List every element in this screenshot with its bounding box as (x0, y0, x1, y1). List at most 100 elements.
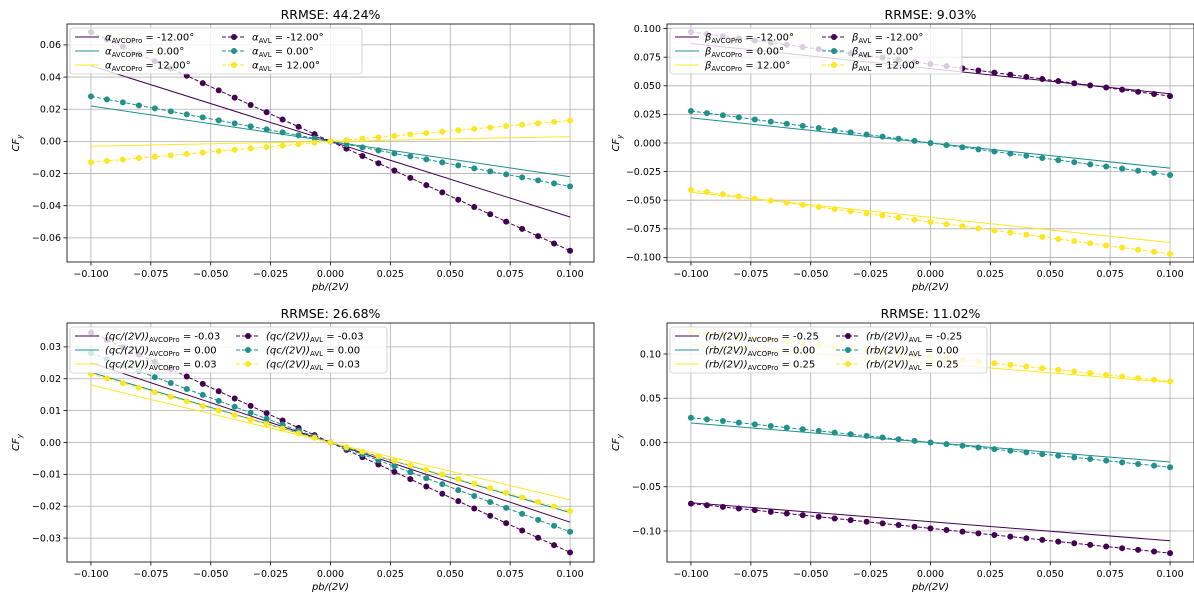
data-point (1119, 244, 1126, 251)
data-point (135, 384, 142, 391)
data-point (975, 67, 982, 74)
data-point (895, 436, 902, 443)
legend-handle-marker (245, 361, 251, 367)
data-point (1119, 165, 1126, 172)
data-point (1055, 452, 1062, 459)
x-tick-label: 0.050 (1037, 569, 1064, 580)
x-tick-label: −0.050 (193, 569, 228, 580)
data-point (687, 500, 694, 507)
data-point (183, 398, 190, 405)
data-point (1103, 457, 1110, 464)
legend-label: (qc/(2V))AVL = 0.00 (266, 346, 360, 359)
data-point (455, 162, 462, 169)
legend-handle-marker (245, 347, 251, 353)
x-tick-label: −0.025 (253, 269, 288, 280)
data-point (535, 516, 542, 523)
x-tick-label: −0.075 (133, 269, 168, 280)
data-point (487, 512, 494, 519)
data-point (295, 123, 302, 130)
data-point (975, 146, 982, 153)
data-point (1103, 84, 1110, 91)
y-tick-label: −0.050 (626, 196, 661, 207)
data-point (407, 131, 414, 138)
data-point (1151, 462, 1158, 469)
data-point (471, 480, 478, 487)
y-tick-label: −0.01 (32, 470, 61, 481)
data-point (295, 141, 302, 148)
x-tick-label: 0.050 (1037, 269, 1064, 280)
data-point (343, 136, 350, 143)
data-point (959, 223, 966, 230)
legend-label: (rb/(2V))AVCOPro = 0.25 (705, 360, 815, 373)
x-tick-label: −0.100 (673, 569, 708, 580)
x-tick-label: 0.000 (317, 569, 344, 580)
data-point (183, 111, 190, 118)
data-point (1087, 370, 1094, 377)
chart-title: RRMSE: 44.24% (281, 7, 381, 22)
legend-entry: βAVL = -12.00° (822, 33, 923, 46)
data-point (263, 126, 270, 133)
data-point (1039, 536, 1046, 543)
data-point (487, 498, 494, 505)
y-tick-label: 0.100 (634, 24, 661, 35)
x-tick-label: 0.050 (437, 569, 464, 580)
data-point (535, 534, 542, 541)
data-point (503, 520, 510, 527)
legend-label: (qc/(2V))AVL = 0.03 (266, 360, 360, 373)
data-point (1119, 86, 1126, 93)
data-point (199, 380, 206, 387)
data-point (815, 427, 822, 434)
data-point (199, 80, 206, 87)
legend-entry: αAVL = -12.00° (222, 33, 324, 45)
legend: βAVCOPro = -12.00°βAVCOPro = 0.00°βAVCOP… (669, 27, 963, 75)
data-point (1007, 71, 1014, 78)
data-point (279, 142, 286, 149)
legend: (qc/(2V))AVCOPro = -0.03(qc/(2V))AVCOPro… (69, 326, 388, 374)
data-point (1151, 248, 1158, 255)
subplot-pitch-rate: −0.100 −0.075 −0.050 −0.025 0.000 0.025 0.050 0… (11, 306, 595, 593)
y-axis-label: CFy (611, 134, 624, 152)
data-point (911, 216, 918, 223)
data-point (1023, 152, 1030, 159)
data-point (279, 129, 286, 136)
data-point (799, 426, 806, 433)
y-axis-label-main: CF (611, 138, 622, 151)
y-axis-label: CFy (11, 134, 24, 152)
data-point (847, 431, 854, 438)
data-point (327, 138, 334, 145)
data-point (799, 201, 806, 208)
legend-box (669, 27, 963, 75)
y-axis-label-subscript: y (616, 433, 624, 439)
legend-entry: (rb/(2V))AVCOPro = 0.00 (675, 346, 815, 359)
legend-label: βAVL = -12.00° (851, 33, 923, 46)
data-point (1167, 464, 1174, 471)
data-point (343, 141, 350, 148)
data-point (119, 99, 126, 106)
data-point (343, 444, 350, 451)
data-point (1023, 363, 1030, 370)
data-point (1023, 535, 1030, 542)
data-point (799, 512, 806, 519)
data-point (455, 476, 462, 483)
subplot-alpha: −0.100 −0.075 −0.050 −0.025 0.000 0.025 0.050 0… (11, 7, 595, 293)
legend-label: (rb/(2V))AVCOPro = 0.00 (705, 346, 815, 359)
data-point (1087, 240, 1094, 247)
legend-entry: βAVCOPro = -12.00° (675, 33, 794, 45)
legend-label: (qc/(2V))AVL = -0.03 (266, 332, 364, 345)
data-point (423, 156, 430, 163)
legend-label: (rb/(2V))AVL = 0.25 (866, 360, 959, 373)
x-tick-label: −0.100 (73, 269, 108, 280)
data-point (783, 424, 790, 431)
y-axis-label-subscript: y (616, 134, 624, 140)
y-tick-label: −0.03 (32, 533, 61, 544)
x-axis-label: pb/(2V) (911, 282, 949, 293)
data-point (567, 183, 574, 190)
avl-series-5 (87, 370, 574, 515)
data-point (847, 208, 854, 215)
data-point (1023, 231, 1030, 238)
data-point (1039, 451, 1046, 458)
data-point (391, 150, 398, 157)
data-point (519, 510, 526, 517)
data-point (423, 466, 430, 473)
